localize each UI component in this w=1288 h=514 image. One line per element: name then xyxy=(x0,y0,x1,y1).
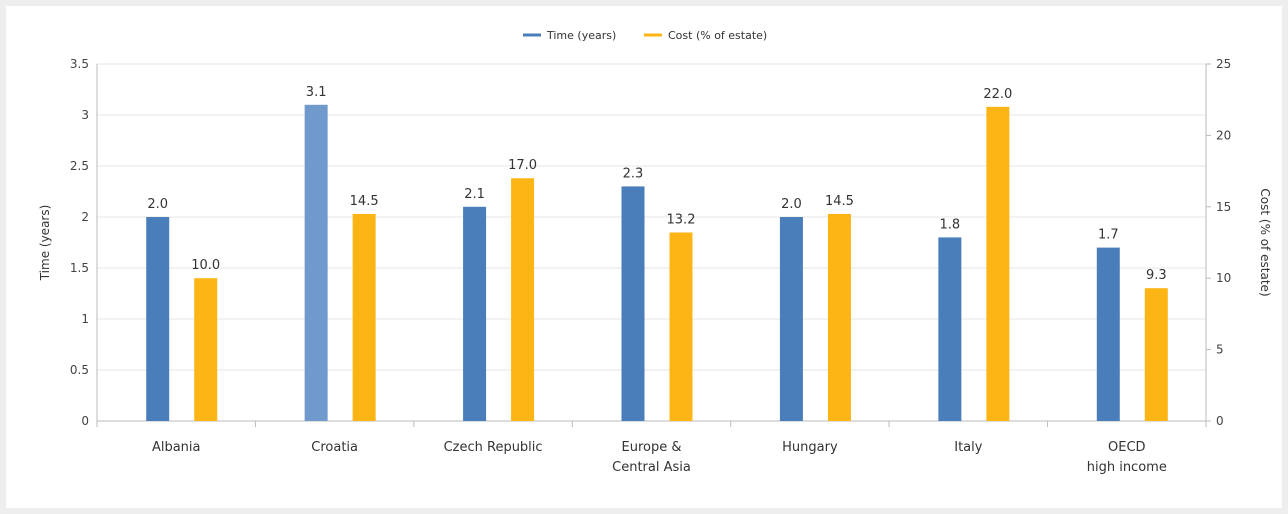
chart-card: 0 0.5 1 1.5 2 2.5 3 3.5 0 5 10 15 20 25 Albania Croatia… xyxy=(6,6,1282,508)
bar-cost xyxy=(986,106,1010,421)
y-tick-label-right: 15 xyxy=(1216,200,1231,214)
data-label: 13.2 xyxy=(667,213,696,228)
y-tick-label-left: 1.5 xyxy=(70,261,89,275)
y-tick-label-left: 1 xyxy=(81,312,89,326)
x-tick-label: Czech Republic xyxy=(444,440,543,455)
bar-time xyxy=(938,237,962,421)
y-tick-label-left: 3 xyxy=(81,108,89,122)
x-tick-label: Italy xyxy=(954,440,983,455)
x-tick-label: Europe & Central Asia xyxy=(612,440,691,475)
y-tick-label-right: 20 xyxy=(1216,128,1231,142)
data-label: 2.0 xyxy=(781,197,802,212)
x-tick-label-line: Czech Republic xyxy=(444,440,543,455)
data-label: 10.0 xyxy=(191,258,220,273)
data-label: 14.5 xyxy=(825,194,854,209)
x-tick-label: Croatia xyxy=(311,440,358,455)
data-label: 1.8 xyxy=(940,217,961,232)
data-label: 1.7 xyxy=(1098,228,1119,243)
bar-time xyxy=(463,206,487,421)
x-tick-label: Albania xyxy=(152,440,201,455)
dual-axis-bar-chart: 0 0.5 1 1.5 2 2.5 3 3.5 0 5 10 15 20 25 Albania Croatia… xyxy=(38,29,1272,475)
bar-time xyxy=(1096,247,1120,421)
data-label: 14.5 xyxy=(350,194,379,209)
y-tick-label-left: 2.5 xyxy=(70,159,89,173)
x-tick-label-line: OECD xyxy=(1108,440,1146,455)
x-tick-label-line: high income xyxy=(1087,460,1167,475)
y-tick-label-right: 0 xyxy=(1216,414,1224,428)
x-tick-label-line: Italy xyxy=(954,440,983,455)
y-tick-label-right: 5 xyxy=(1216,343,1224,357)
x-tick-label: OECD high income xyxy=(1087,440,1167,475)
bar-time xyxy=(621,186,645,421)
x-tick-label-line: Central Asia xyxy=(612,460,691,475)
x-tick-label-line: Hungary xyxy=(782,440,838,455)
x-tick-label-line: Europe & xyxy=(622,440,682,455)
bar-cost xyxy=(352,213,376,421)
x-tick-label-line: Croatia xyxy=(311,440,358,455)
legend-label: Time (years) xyxy=(546,29,616,42)
bar-time xyxy=(304,104,328,422)
data-label: 2.1 xyxy=(464,187,485,202)
bar-time xyxy=(779,217,803,421)
y-axis-title-right: Cost (% of estate) xyxy=(1258,188,1272,296)
y-tick-label-left: 2 xyxy=(81,210,89,224)
x-tick-label-line: Albania xyxy=(152,440,201,455)
data-label: 2.0 xyxy=(147,197,168,212)
bar-cost xyxy=(1144,288,1168,421)
y-tick-label-left: 3.5 xyxy=(70,57,89,71)
bar-cost xyxy=(669,232,693,421)
y-tick-label-left: 0 xyxy=(81,414,89,428)
bar-cost xyxy=(511,178,535,421)
y-tick-label-left: 0.5 xyxy=(70,363,89,377)
data-label: 9.3 xyxy=(1146,268,1167,283)
bar-cost xyxy=(194,278,218,421)
y-tick-label-right: 10 xyxy=(1216,271,1231,285)
y-tick-label-right: 25 xyxy=(1216,57,1231,71)
x-tick-label: Hungary xyxy=(782,440,838,455)
bar-cost xyxy=(827,213,851,421)
data-label: 22.0 xyxy=(983,87,1012,102)
legend-label: Cost (% of estate) xyxy=(668,29,767,42)
data-label: 2.3 xyxy=(623,166,644,181)
bar-time xyxy=(146,217,170,421)
y-axis-title-left: Time (years) xyxy=(38,205,52,282)
data-label: 17.0 xyxy=(508,158,537,173)
data-label: 3.1 xyxy=(306,85,327,100)
